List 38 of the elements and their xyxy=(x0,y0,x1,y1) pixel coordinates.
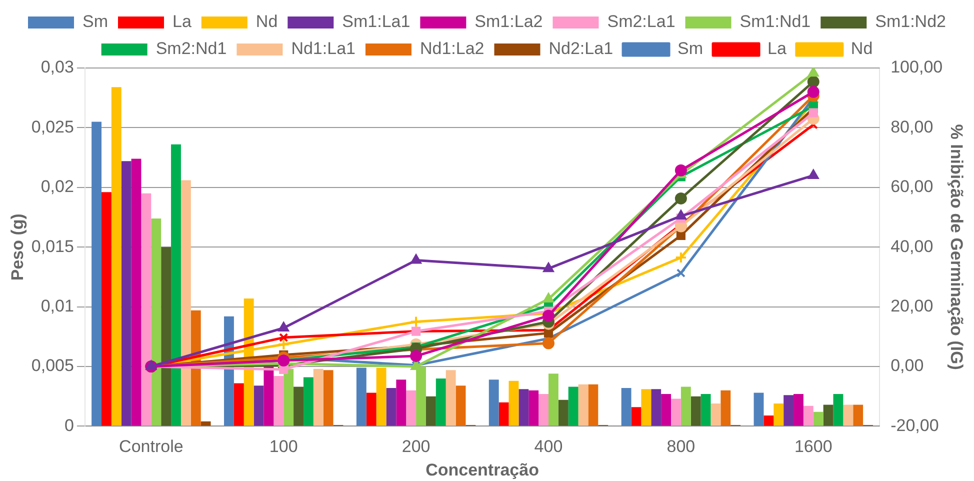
legend-label: Sm xyxy=(82,12,108,32)
legend-label: Nd xyxy=(256,12,278,32)
legend-label: Sm1:Nd2 xyxy=(875,12,946,32)
y2-tick-label: -20,00 xyxy=(890,416,939,435)
y2-tick-label: 80,00 xyxy=(890,117,934,136)
y2-axis-title: % Inibição de Germinação (IG) xyxy=(947,124,966,370)
legend-label: Nd2:La1 xyxy=(548,39,614,58)
y-tick-label: 0,02 xyxy=(40,177,74,196)
x-tick-label: 400 xyxy=(534,437,563,456)
y-tick-label: 0,01 xyxy=(40,296,74,316)
x-tick-label: 200 xyxy=(402,437,430,456)
x-tick-label: 100 xyxy=(269,437,298,456)
y-tick-label: 0,03 xyxy=(40,58,74,77)
y2-tick-label: 40,00 xyxy=(890,236,934,256)
legend-label: La xyxy=(172,12,192,32)
legend-label: Sm1:La2 xyxy=(474,12,543,32)
x-tick-label: 800 xyxy=(666,437,696,456)
x-tick-label: 1600 xyxy=(794,437,832,456)
y-tick-label: 0,025 xyxy=(31,117,74,136)
y-tick-label: 0 xyxy=(64,416,74,435)
y2-tick-label: 20,00 xyxy=(890,296,934,316)
legend-label: Nd1:La1 xyxy=(291,39,356,58)
y-tick-label: 0,015 xyxy=(31,236,74,256)
legend-label: Sm1:La1 xyxy=(342,12,410,32)
legend-label: Nd xyxy=(850,39,873,58)
y-tick-label: 0,005 xyxy=(31,356,74,376)
y2-tick-label: 60,00 xyxy=(890,177,934,196)
legend-label: Sm1:Nd1 xyxy=(740,12,811,32)
legend-label: Sm2:La1 xyxy=(607,12,676,32)
y2-tick-label: 100,00 xyxy=(890,58,943,77)
legend-label: La xyxy=(768,39,787,58)
legend-label: Sm2:Nd1 xyxy=(156,39,227,58)
x-axis-title: Concentração xyxy=(426,460,539,480)
y-axis-title: Peso (g) xyxy=(8,214,27,281)
legend-label: Sm xyxy=(678,39,704,58)
x-tick-label: Controle xyxy=(119,437,184,456)
legend-label: Nd1:La2 xyxy=(420,39,484,58)
y2-tick-label: 0,00 xyxy=(890,356,924,376)
